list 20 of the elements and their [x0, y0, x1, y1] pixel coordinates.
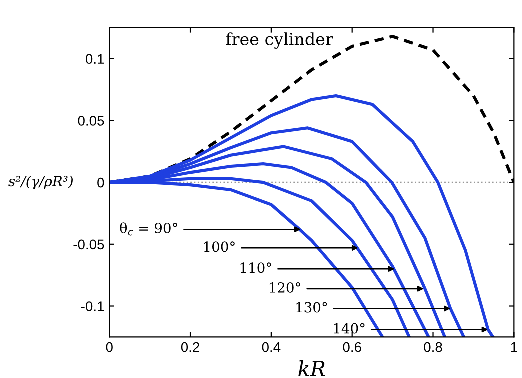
- annotation: 100°: [204, 242, 235, 252]
- legend-label: free cylinder: [226, 32, 334, 49]
- y-tick-label: 0.05: [78, 116, 104, 126]
- annotation: θ$_{c}$ = 90°: [120, 222, 178, 236]
- annotation: 120°: [270, 282, 300, 293]
- y-tick-label: -0.1: [81, 302, 104, 312]
- y-tick-label: -0.05: [74, 240, 104, 250]
- y-axis-title: s²/(γ/ρR³): [8, 176, 73, 190]
- x-tick-label: 0: [106, 342, 113, 352]
- x-tick-label: 1: [511, 342, 518, 352]
- annotation: 110°: [240, 262, 272, 274]
- annotation: 130°: [296, 302, 328, 313]
- x-tick-label: 0.6: [343, 342, 362, 352]
- x-tick-label: 0.4: [262, 342, 281, 352]
- x-axis-title: kR: [298, 360, 326, 376]
- y-tick-label: 0.1: [86, 54, 104, 64]
- y-tick-label: 0: [98, 178, 104, 188]
- x-tick-label: 0.8: [424, 342, 442, 352]
- x-tick-label: 0.2: [181, 342, 200, 352]
- annotation: 140°: [334, 323, 365, 334]
